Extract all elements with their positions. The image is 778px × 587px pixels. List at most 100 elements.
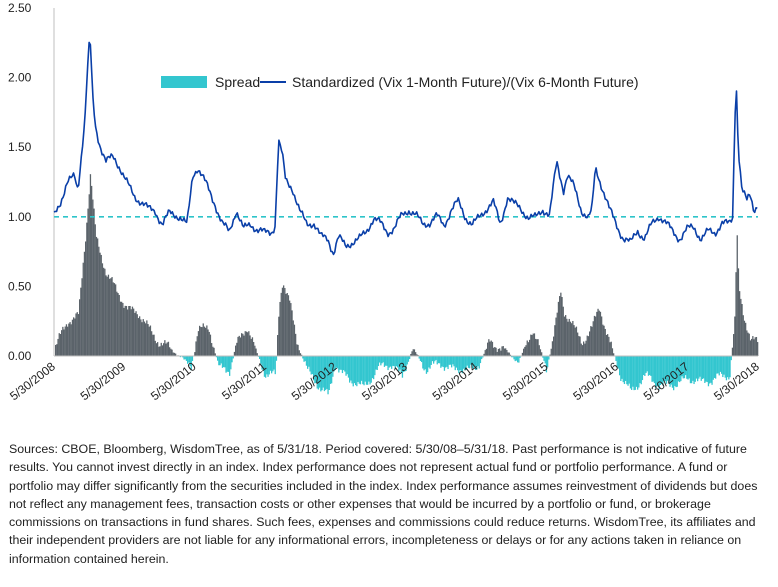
spread-bar: [154, 340, 156, 356]
spread-bar: [255, 348, 257, 356]
spread-bar: [238, 335, 240, 356]
spread-bar: [272, 356, 274, 372]
spread-bar: [379, 356, 381, 363]
spread-bar: [419, 356, 422, 361]
spread-bar: [481, 356, 483, 360]
spread-bar: [585, 340, 587, 356]
spread-bar: [242, 333, 244, 356]
spread-bar: [214, 353, 216, 356]
spread-bar: [55, 344, 57, 356]
spread-bar: [669, 356, 671, 387]
spread-bar: [550, 348, 552, 356]
spread-bar: [147, 324, 149, 356]
spread-bar: [131, 306, 134, 356]
spread-bar: [433, 356, 435, 364]
spread-bar: [94, 224, 96, 356]
spread-bar: [111, 277, 113, 356]
spread-bar: [539, 349, 542, 356]
spread-bar: [232, 356, 234, 359]
spread-bar: [687, 356, 689, 380]
spread-bar: [557, 301, 560, 356]
spread-bar: [249, 335, 251, 356]
spread-bar: [680, 356, 682, 382]
spread-bar: [215, 356, 218, 358]
spread-bar: [429, 356, 431, 369]
spread-bar: [227, 356, 230, 372]
spread-bar: [423, 356, 425, 371]
spread-bar: [621, 356, 623, 379]
spread-bar: [328, 356, 330, 391]
spread-bar: [239, 337, 242, 356]
spread-bar: [409, 356, 411, 359]
x-tick-label: 5/30/2015: [500, 359, 551, 403]
spread-bar: [368, 356, 370, 382]
spread-bar: [656, 356, 658, 387]
spread-bar: [715, 356, 717, 379]
spread-bar: [236, 342, 238, 356]
spread-bar: [124, 305, 126, 356]
spread-bar: [121, 301, 123, 356]
spread-bar: [712, 356, 714, 380]
spread-bar: [452, 356, 454, 365]
spread-bar: [741, 304, 743, 356]
spread-bar: [122, 302, 124, 356]
spread-bar: [538, 345, 540, 356]
spread-bar: [92, 199, 94, 356]
spread-bar: [709, 356, 711, 384]
spread-bar: [525, 345, 527, 356]
sources-footnote: Sources: CBOE, Bloomberg, WisdomTree, as…: [9, 442, 758, 566]
spread-bar: [482, 356, 484, 358]
spread-bar: [163, 343, 165, 356]
spread-bar: [117, 293, 119, 356]
spread-bar: [253, 342, 255, 356]
spread-bar: [395, 356, 398, 367]
spread-bar: [735, 272, 737, 356]
spread-bar: [545, 356, 548, 373]
spread-bar: [530, 334, 532, 356]
spread-bar: [490, 340, 492, 356]
spread-bar: [341, 356, 344, 374]
spread-bar: [89, 174, 92, 356]
spread-bar: [302, 356, 304, 359]
spread-bar: [110, 278, 112, 356]
spread-bar: [77, 314, 80, 356]
spread-bar: [118, 294, 120, 356]
spread-bar: [505, 348, 507, 356]
spread-bar: [460, 356, 462, 373]
spread-bar: [349, 356, 351, 383]
spread-bar: [128, 306, 130, 356]
spread-bar: [445, 356, 447, 368]
spread-bar: [742, 315, 744, 356]
spread-bar: [650, 356, 652, 376]
spread-bar: [561, 297, 563, 356]
spread-bar: [123, 307, 125, 356]
spread-bar: [151, 331, 153, 356]
spread-bar: [158, 346, 160, 356]
spread-bar: [152, 334, 154, 356]
spread-bar: [645, 356, 647, 373]
spread-bar: [160, 342, 162, 356]
spread-bar: [484, 350, 486, 356]
spread-bar: [164, 340, 166, 356]
spread-bar: [757, 342, 759, 356]
spread-bar: [317, 356, 320, 390]
spread-bar: [81, 278, 83, 356]
spread-bar: [592, 321, 594, 356]
spread-bar: [153, 334, 155, 356]
spread-bar: [659, 356, 662, 385]
spread-bar: [515, 356, 518, 361]
spread-bar: [635, 356, 638, 387]
spread-bar: [633, 356, 635, 391]
spread-area: [55, 174, 759, 395]
spread-bar: [745, 322, 747, 356]
spread-bar: [285, 293, 287, 356]
spread-bar: [632, 356, 634, 387]
spread-bar: [644, 356, 646, 376]
spread-bar: [581, 345, 584, 356]
spread-bar: [740, 298, 742, 356]
spread-bar: [301, 354, 303, 356]
spread-bar: [362, 356, 364, 385]
spread-bar: [221, 356, 224, 368]
spread-bar: [523, 348, 525, 356]
y-tick-label: 1.00: [8, 210, 32, 224]
